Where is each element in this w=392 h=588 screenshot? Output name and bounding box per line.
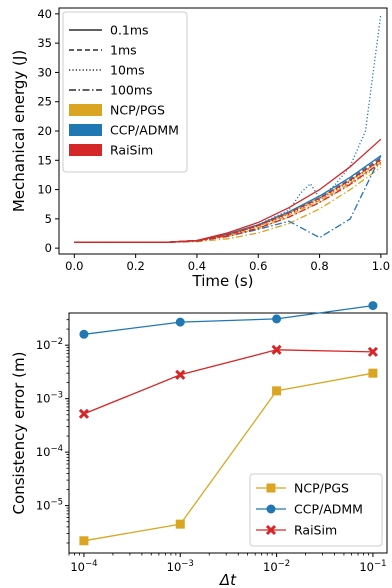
energy-y-tick-label: 10 bbox=[37, 183, 52, 197]
energy-y-axis-label: Mechanical energy (J) bbox=[10, 50, 28, 212]
energy-series-line bbox=[74, 162, 382, 243]
consistency-legend: NCP/PGS CCP/ADMM RaiSim bbox=[249, 473, 383, 547]
energy-legend-label: 10ms bbox=[110, 63, 145, 78]
consistency-legend-label: RaiSim bbox=[294, 523, 337, 538]
energy-legend: 0.1ms 1ms 10ms 100ms NCP/PGS CCP/ADMM RaiSim bbox=[62, 11, 188, 173]
energy-x-axis-label: Time (s) bbox=[192, 272, 254, 290]
energy-legend-label: 1ms bbox=[110, 43, 137, 58]
marker-square bbox=[368, 368, 378, 378]
marker-x bbox=[175, 369, 186, 380]
consistency-y-axis-label: Consistency error (m) bbox=[10, 352, 28, 515]
marker-square bbox=[266, 483, 276, 493]
energy-x-tick-label: 1.0 bbox=[372, 259, 390, 273]
marker-circle bbox=[272, 314, 282, 324]
energy-series-group bbox=[74, 13, 382, 243]
marker-square bbox=[175, 519, 185, 529]
energy-series-line bbox=[74, 162, 382, 243]
consistency-series-group bbox=[79, 368, 378, 546]
consistency-y-tick-label: 10−4 bbox=[36, 444, 63, 459]
consistency-x-tick-label: 10−1 bbox=[359, 559, 386, 574]
consistency-legend-box bbox=[249, 473, 383, 547]
consistency-x-tick-label: 10−4 bbox=[70, 559, 97, 574]
energy-y-tick-label: 35 bbox=[37, 36, 52, 50]
marker-x bbox=[271, 344, 282, 355]
energy-x-tick-label: 0.8 bbox=[310, 259, 328, 273]
consistency-series-group bbox=[78, 344, 378, 419]
energy-legend-label: NCP/PGS bbox=[110, 103, 165, 118]
energy-x-tick-label: 0.6 bbox=[249, 259, 267, 273]
marker-circle bbox=[175, 317, 185, 327]
consistency-legend-label: CCP/ADMM bbox=[294, 502, 363, 517]
marker-circle bbox=[266, 504, 276, 514]
marker-x bbox=[78, 408, 89, 419]
consistency-legend-label: NCP/PGS bbox=[294, 481, 349, 496]
energy-y-tick-label: 40 bbox=[37, 7, 52, 21]
energy-x-tick-label: 0.2 bbox=[126, 259, 144, 273]
energy-legend-label: RaiSim bbox=[110, 143, 153, 158]
energy-legend-patch bbox=[69, 104, 102, 116]
energy-series-line bbox=[74, 163, 382, 243]
consistency-series-line bbox=[83, 349, 373, 415]
energy-x-tick-label: 0.4 bbox=[188, 259, 206, 273]
marker-square bbox=[79, 536, 89, 546]
marker-x bbox=[265, 524, 277, 536]
energy-series-line bbox=[74, 158, 382, 243]
consistency-y-tick-label: 10−3 bbox=[36, 391, 63, 406]
marker-circle bbox=[79, 329, 89, 339]
energy-y-tick-label: 30 bbox=[37, 65, 52, 79]
consistency-y-tick-label: 10−5 bbox=[36, 498, 63, 513]
energy-legend-label: CCP/ADMM bbox=[110, 123, 179, 138]
energy-series-line bbox=[74, 159, 382, 243]
energy-y-tick-label: 15 bbox=[37, 153, 52, 167]
energy-y-tick-label: 5 bbox=[45, 212, 52, 226]
consistency-x-axis-label: Δt bbox=[219, 571, 237, 588]
energy-chart: 0.0 0.2 0.4 0.6 0.8 1.0 0 5 10 15 20 25 30 35 40 Time (… bbox=[10, 7, 390, 290]
consistency-y-tick-label: 10−2 bbox=[36, 337, 63, 352]
energy-legend-patch bbox=[69, 124, 102, 136]
energy-legend-label: 0.1ms bbox=[110, 23, 149, 38]
marker-square bbox=[272, 386, 282, 396]
energy-x-tick-label: 0.0 bbox=[65, 259, 83, 273]
consistency-chart: 10−4 10−3 10−2 10−1 10−5 10−4 10−3 10−2 Δt Consis… bbox=[10, 301, 388, 588]
energy-y-tick-label: 25 bbox=[37, 95, 52, 109]
consistency-plot-frame bbox=[68, 312, 388, 554]
consistency-x-tick-label: 10−2 bbox=[263, 559, 290, 574]
energy-legend-label: 100ms bbox=[110, 83, 153, 98]
marker-x bbox=[367, 346, 378, 357]
energy-series-line bbox=[74, 155, 382, 243]
energy-series-line bbox=[74, 159, 382, 243]
consistency-x-tick-label: 10−3 bbox=[167, 559, 194, 574]
marker-circle bbox=[368, 301, 378, 311]
energy-legend-patch bbox=[69, 144, 102, 156]
energy-y-tick-label: 20 bbox=[37, 124, 52, 138]
consistency-series-group bbox=[79, 301, 378, 339]
energy-y-tick-label: 0 bbox=[45, 241, 52, 255]
consistency-series-line bbox=[83, 372, 374, 542]
energy-series-line bbox=[74, 166, 382, 243]
consistency-series-line bbox=[83, 304, 373, 335]
